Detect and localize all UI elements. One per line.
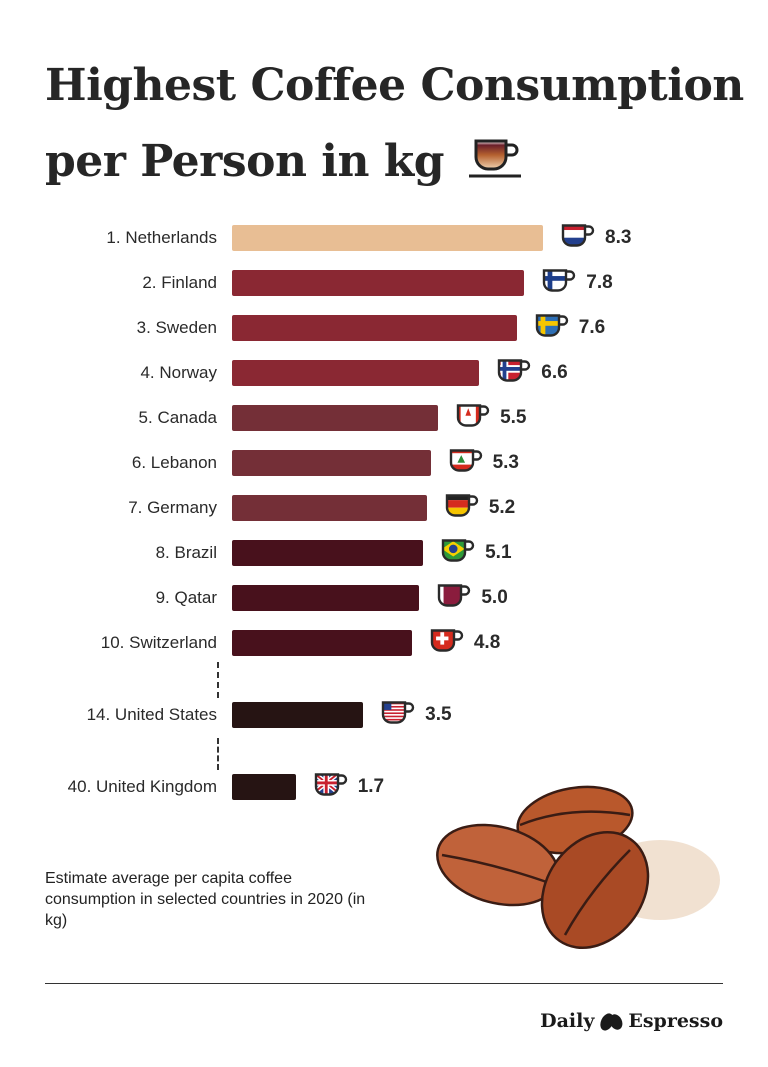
bar — [232, 405, 439, 431]
bar — [232, 360, 480, 386]
flag-cup-icon-norway — [497, 359, 531, 388]
title-line-2: per Person in kg — [45, 136, 445, 187]
brand-left: Daily — [540, 1010, 595, 1032]
flag-cup-icon-lebanon — [449, 449, 483, 478]
category-label: 4. Norway — [140, 363, 217, 382]
title-line-1: Highest Coffee Consumption — [45, 60, 744, 111]
bar — [232, 450, 431, 476]
value-label: 5.1 — [485, 542, 512, 563]
bar-chart: 1. Netherlands 8.3 2. Finland 7.8 3. Swede… — [67, 224, 632, 802]
gap-divider — [217, 662, 219, 698]
brand-logo: Daily Espresso — [540, 1010, 723, 1032]
coffee-bean-logo-icon — [600, 1013, 623, 1031]
chart-note: Estimate average per capita coffee consu… — [45, 870, 366, 929]
coffee-beans-illustration — [436, 785, 720, 950]
flag-cup-icon-switzerland — [430, 629, 464, 658]
bar — [232, 315, 517, 341]
flag-cup-icon-qatar — [437, 584, 471, 613]
bar — [232, 585, 420, 611]
category-label: 9. Qatar — [155, 588, 217, 607]
bar — [232, 702, 364, 728]
flag-cup-icon-finland — [542, 269, 576, 298]
value-label: 4.8 — [473, 632, 501, 653]
bar — [232, 270, 525, 296]
category-label: 3. Sweden — [136, 318, 217, 337]
value-label: 8.3 — [605, 227, 632, 248]
gap-divider — [217, 738, 219, 770]
bar — [232, 495, 427, 521]
bar — [232, 225, 543, 251]
flag-cup-icon-brazil — [441, 539, 475, 568]
brand-right: Espresso — [628, 1010, 723, 1032]
category-label: 5. Canada — [138, 408, 217, 427]
category-label: 1. Netherlands — [106, 228, 217, 247]
flag-cup-icon-netherlands — [561, 224, 595, 253]
value-label: 1.7 — [357, 776, 385, 797]
category-label: 40. United Kingdom — [67, 777, 217, 796]
flag-cup-icon-united-states — [381, 701, 415, 730]
category-label: 7. Germany — [128, 498, 217, 517]
flag-cup-icon-germany — [445, 494, 479, 523]
value-label: 5.5 — [500, 407, 527, 428]
flag-cup-icon-united-kingdom — [314, 773, 348, 802]
bar — [232, 540, 424, 566]
category-label: 6. Lebanon — [131, 453, 217, 472]
value-label: 5.3 — [492, 452, 519, 473]
coffee-cup-icon — [466, 127, 522, 203]
category-label: 10. Switzerland — [100, 633, 217, 652]
value-label: 5.2 — [488, 497, 516, 518]
bar — [232, 630, 412, 656]
category-label: 14. United States — [86, 705, 217, 724]
category-label: 8. Brazil — [155, 543, 217, 562]
value-label: 6.6 — [541, 362, 568, 383]
value-label: 7.8 — [586, 272, 613, 293]
category-label: 2. Finland — [142, 273, 217, 292]
page-title: Highest Coffee Consumption per Person in… — [45, 48, 744, 203]
value-label: 5.0 — [481, 587, 508, 608]
flag-cup-icon-canada — [456, 404, 490, 433]
flag-cup-icon-sweden — [535, 314, 569, 343]
value-label: 7.6 — [578, 317, 606, 338]
value-label: 3.5 — [425, 704, 452, 725]
footer-divider — [45, 983, 723, 984]
bar — [232, 774, 296, 800]
